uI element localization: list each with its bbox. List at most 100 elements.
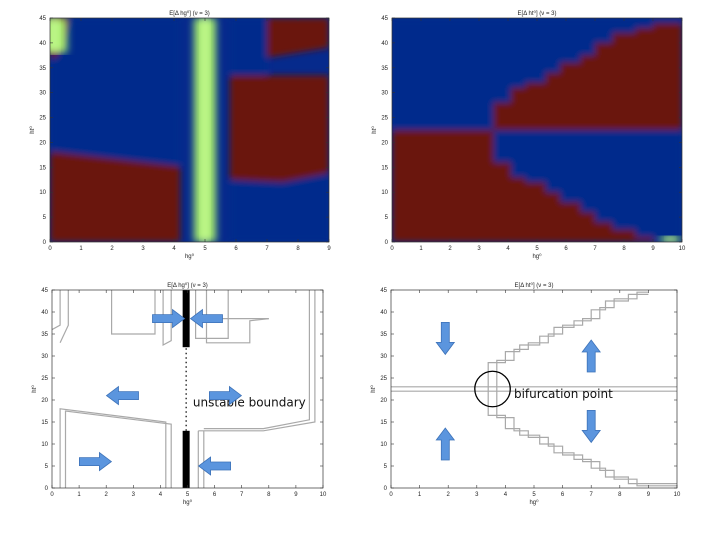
arrow-right bbox=[208, 385, 243, 406]
x-tick-label: 2 bbox=[448, 246, 452, 252]
x-tick-label: 1 bbox=[77, 492, 81, 498]
x-tick-label: 8 bbox=[296, 246, 300, 252]
y-tick-label: 35 bbox=[41, 332, 48, 338]
x-axis-label: hg⁰ bbox=[529, 499, 539, 506]
x-tick-label: 3 bbox=[141, 246, 145, 252]
heatmap-regions bbox=[50, 18, 329, 242]
x-tick-label: 5 bbox=[203, 246, 207, 252]
y-tick-label: 25 bbox=[39, 116, 46, 122]
heatmap-region-blue bbox=[493, 130, 682, 242]
y-tick-label: 10 bbox=[41, 442, 48, 448]
y-tick-label: 25 bbox=[381, 116, 388, 122]
neutral-band-core bbox=[667, 236, 674, 242]
y-tick-label: 15 bbox=[41, 420, 48, 426]
y-axis-label: ht⁰ bbox=[31, 385, 38, 393]
plot-background bbox=[391, 290, 677, 488]
heatmap-region-blue bbox=[50, 18, 181, 167]
y-tick-label: 25 bbox=[380, 376, 387, 382]
annotation-bifurcation-point: bifurcation point bbox=[514, 387, 613, 401]
contour-line bbox=[59, 290, 69, 344]
heatmap-regions bbox=[392, 18, 682, 242]
arrow-up bbox=[435, 427, 456, 461]
y-tick-label: 40 bbox=[381, 41, 388, 47]
x-tick-label: 1 bbox=[419, 246, 423, 252]
x-tick-label: 1 bbox=[418, 492, 422, 498]
x-tick-label: 5 bbox=[186, 492, 190, 498]
x-tick-label: 0 bbox=[389, 492, 393, 498]
arrow-left bbox=[189, 308, 223, 329]
x-tick-label: 4 bbox=[504, 492, 508, 498]
y-tick-label: 5 bbox=[43, 215, 47, 221]
contour-line bbox=[203, 290, 310, 430]
contour-line bbox=[205, 290, 269, 344]
x-tick-label: 6 bbox=[234, 246, 238, 252]
x-tick-label: 10 bbox=[679, 246, 686, 252]
chart-title: E[Δ ht⁰] (ν = 3) bbox=[518, 10, 557, 17]
contour-line bbox=[496, 389, 677, 487]
contour-line bbox=[487, 293, 649, 389]
chart-title: E[Δ ht⁰] (ν = 3) bbox=[515, 282, 554, 289]
y-tick-label: 10 bbox=[39, 190, 46, 196]
y-tick-label: 15 bbox=[381, 165, 388, 171]
heatmap-region-red bbox=[50, 151, 181, 242]
x-axis-label: hg⁰ bbox=[532, 253, 542, 260]
arrow-down bbox=[581, 409, 602, 444]
y-tick-label: 15 bbox=[39, 165, 46, 171]
x-tick-label: 7 bbox=[265, 246, 269, 252]
plot-area bbox=[391, 290, 677, 488]
x-axis-label: hg⁰ bbox=[185, 253, 195, 260]
x-tick-label: 5 bbox=[535, 246, 539, 252]
x-tick-label: 4 bbox=[172, 246, 176, 252]
chart-title: E[Δ hg⁰] (ν = 3) bbox=[169, 10, 210, 17]
x-tick-label: 8 bbox=[618, 492, 622, 498]
contour-line bbox=[52, 290, 61, 331]
x-tick-label: 3 bbox=[477, 246, 481, 252]
x-tick-label: 2 bbox=[447, 492, 451, 498]
x-tick-label: 0 bbox=[50, 492, 54, 498]
heatmap-region-blue bbox=[392, 18, 682, 130]
y-tick-label: 30 bbox=[380, 354, 387, 360]
plot-area bbox=[50, 18, 329, 242]
x-tick-label: 10 bbox=[674, 492, 681, 498]
y-axis-label: ht⁰ bbox=[371, 126, 378, 134]
y-tick-label: 5 bbox=[384, 464, 388, 470]
heatmap-region-red bbox=[229, 75, 329, 183]
chart-panel-hg-heatmap: E[Δ hg⁰] (ν = 3) hg⁰ ht⁰ 0 1 2 3 4 5 6 7 8 905101… bbox=[29, 10, 331, 260]
y-tick-label: 25 bbox=[41, 376, 48, 382]
x-tick-label: 7 bbox=[240, 492, 244, 498]
x-tick-label: 7 bbox=[593, 246, 597, 252]
contour-line bbox=[487, 389, 677, 485]
y-tick-label: 40 bbox=[39, 41, 46, 47]
chart-panel-ht-heatmap: E[Δ ht⁰] (ν = 3) hg⁰ ht⁰ 0 1 2 3 4 5 6 7 8 9 10051… bbox=[371, 10, 686, 260]
x-tick-label: 9 bbox=[327, 246, 331, 252]
x-tick-label: 1 bbox=[79, 246, 83, 252]
arrow-left bbox=[105, 385, 139, 406]
arrow-up bbox=[581, 339, 602, 373]
contour-line bbox=[198, 290, 316, 432]
x-tick-label: 6 bbox=[561, 492, 565, 498]
chart-panel-hg-phase: E[Δ hg⁰] (ν = 3) hg⁰ ht⁰ unstable bounda… bbox=[31, 282, 327, 506]
y-tick-label: 0 bbox=[43, 240, 47, 246]
heatmap-region-red bbox=[392, 130, 653, 242]
x-tick-label: 8 bbox=[267, 492, 271, 498]
contour-line bbox=[195, 290, 229, 339]
x-tick-label: 9 bbox=[647, 492, 651, 498]
bifurcation-circle bbox=[474, 370, 511, 408]
axes-frame bbox=[49, 17, 330, 243]
y-tick-label: 5 bbox=[385, 215, 389, 221]
heatmap-region-red bbox=[267, 18, 329, 58]
x-tick-label: 6 bbox=[564, 246, 568, 252]
y-tick-label: 15 bbox=[380, 420, 387, 426]
contour-line bbox=[110, 290, 156, 335]
contour-line bbox=[64, 410, 172, 488]
x-tick-label: 6 bbox=[213, 492, 217, 498]
y-tick-label: 45 bbox=[381, 16, 388, 22]
y-tick-label: 20 bbox=[381, 140, 388, 146]
x-tick-label: 10 bbox=[320, 492, 327, 498]
x-tick-label: 0 bbox=[48, 246, 52, 252]
heatmap-region-red bbox=[493, 23, 682, 130]
y-tick-label: 30 bbox=[41, 354, 48, 360]
arrow-right bbox=[152, 308, 186, 329]
x-tick-label: 9 bbox=[294, 492, 298, 498]
y-tick-label: 35 bbox=[39, 66, 46, 72]
